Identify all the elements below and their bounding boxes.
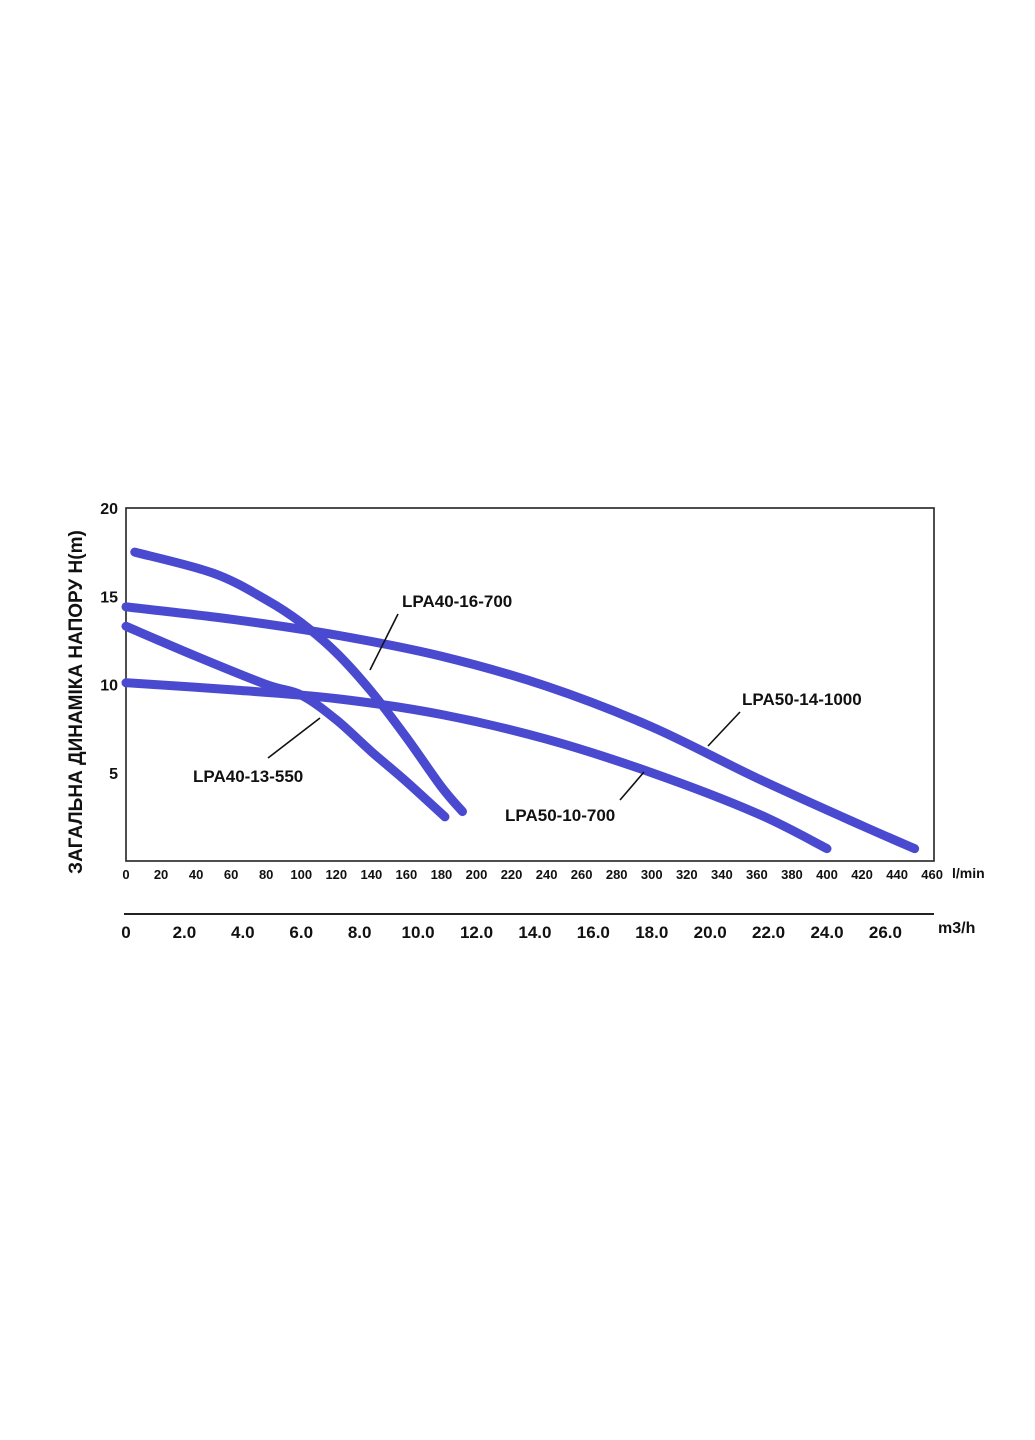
y-tick-label: 10 <box>100 678 118 695</box>
series-line-lpa40-13-550 <box>121 621 450 822</box>
x-tick-label-m3h: 18.0 <box>635 923 668 942</box>
x-tick-label-m3h: 2.0 <box>173 923 197 942</box>
x-tick-label-lmin: 420 <box>851 867 873 882</box>
series-labels: LPA40-16-700 LPA40-13-550 LPA50-14-1000 LPA… <box>193 592 862 825</box>
x-tick-label-lmin: 440 <box>886 867 908 882</box>
x-tick-label-lmin: 260 <box>571 867 593 882</box>
x-tick-label-lmin: 300 <box>641 867 663 882</box>
x-tick-label-m3h: 0 <box>121 923 130 942</box>
x-tick-label-lmin: 160 <box>396 867 418 882</box>
x-tick-label-lmin: 240 <box>536 867 558 882</box>
x-tick-label-lmin: 80 <box>259 867 273 882</box>
x-tick-label-m3h: 20.0 <box>694 923 727 942</box>
series-label-leader <box>619 771 645 801</box>
x-tick-label-m3h: 16.0 <box>577 923 610 942</box>
y-tick-label: 20 <box>100 501 118 518</box>
x-tick-label-lmin: 200 <box>466 867 488 882</box>
x-tick-label-lmin: 220 <box>501 867 523 882</box>
x-tick-label-lmin: 400 <box>816 867 838 882</box>
series-curves <box>121 547 920 854</box>
x-tick-label-lmin: 120 <box>325 867 347 882</box>
x-tick-label-lmin: 380 <box>781 867 803 882</box>
series-line-lpa40-16-700 <box>130 547 467 817</box>
x-tick-label-lmin: 280 <box>606 867 628 882</box>
x-tick-label-lmin: 460 <box>921 867 943 882</box>
x-tick-label-lmin: 340 <box>711 867 733 882</box>
x-tick-label-m3h: 8.0 <box>348 923 372 942</box>
series-label-lpa40-13-550: LPA40-13-550 <box>193 767 303 786</box>
series-line-lpa50-14-1000 <box>121 602 920 854</box>
series-label-lpa40-16-700: LPA40-16-700 <box>402 592 512 611</box>
series-line-lpa50-10-700 <box>121 678 832 854</box>
y-tick-label: 15 <box>100 589 118 606</box>
x-tick-label-m3h: 26.0 <box>869 923 902 942</box>
series-label-leader <box>369 613 399 671</box>
series-label-lpa50-14-1000: LPA50-14-1000 <box>742 690 862 709</box>
x-axis-unit-m3h: m3/h <box>938 920 975 937</box>
y-tick-label: 5 <box>109 766 118 783</box>
x-tick-label-lmin: 180 <box>431 867 453 882</box>
x-tick-label-m3h: 12.0 <box>460 923 493 942</box>
x-tick-label-lmin: 60 <box>224 867 238 882</box>
series-label-leader <box>267 717 321 759</box>
x-tick-label-lmin: 360 <box>746 867 768 882</box>
x-tick-label-m3h: 24.0 <box>810 923 843 942</box>
x-tick-label-lmin: 40 <box>189 867 203 882</box>
x-ticks-primary: 0 20 40 60 80 100 120 140 160 180 200 220 240 260 280 3… <box>122 867 943 882</box>
y-ticks: 5 10 15 20 <box>100 501 118 783</box>
x-tick-label-m3h: 4.0 <box>231 923 255 942</box>
x-tick-label-lmin: 140 <box>360 867 382 882</box>
series-label-lpa50-10-700: LPA50-10-700 <box>505 806 615 825</box>
x-axis-unit-lmin: l/min <box>952 865 985 881</box>
series-label-leader <box>707 711 741 747</box>
x-tick-label-m3h: 6.0 <box>289 923 313 942</box>
x-tick-label-lmin: 100 <box>290 867 312 882</box>
x-ticks-secondary: 0 2.0 4.0 6.0 8.0 10.0 12.0 14.0 16.0 18.0 20.0 22.… <box>121 923 902 942</box>
x-tick-label-lmin: 320 <box>676 867 698 882</box>
x-tick-label-m3h: 22.0 <box>752 923 785 942</box>
x-tick-label-m3h: 14.0 <box>518 923 551 942</box>
x-tick-label-lmin: 20 <box>154 867 168 882</box>
x-tick-label-lmin: 0 <box>122 867 129 882</box>
y-axis-label: ЗАГАЛЬНА ДИНАМІКА НАПОРУ H(m) <box>66 530 87 874</box>
x-tick-label-m3h: 10.0 <box>402 923 435 942</box>
